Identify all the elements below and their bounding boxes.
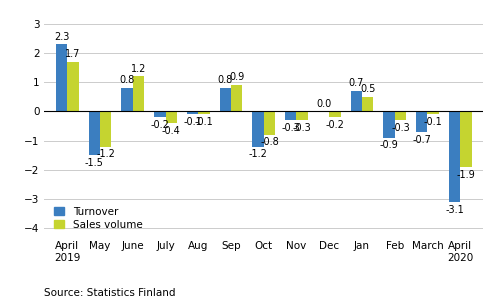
Bar (449, 112, 460, 202)
Bar (296, 112, 308, 120)
Text: 1.7: 1.7 (66, 49, 81, 59)
Bar (67, 62, 79, 112)
Text: 0.5: 0.5 (360, 84, 375, 94)
Bar (285, 112, 296, 120)
Text: 0.8: 0.8 (217, 75, 233, 85)
Text: -0.9: -0.9 (380, 140, 398, 150)
Text: 0.9: 0.9 (229, 72, 245, 82)
Bar (133, 76, 144, 112)
Text: 2.3: 2.3 (54, 32, 69, 42)
Text: 0.7: 0.7 (349, 78, 364, 88)
Bar (395, 112, 406, 120)
Bar (264, 112, 275, 135)
Bar (329, 112, 341, 117)
Bar (89, 112, 100, 155)
Text: -0.4: -0.4 (162, 126, 180, 136)
Text: -0.2: -0.2 (150, 120, 169, 130)
Text: -1.9: -1.9 (457, 170, 475, 180)
Bar (416, 112, 427, 132)
Text: -0.3: -0.3 (282, 123, 300, 133)
Text: 0.0: 0.0 (316, 99, 331, 109)
Bar (460, 112, 472, 167)
Legend: Turnover, Sales volume: Turnover, Sales volume (54, 206, 142, 230)
Text: -0.3: -0.3 (391, 123, 410, 133)
Bar (252, 112, 264, 147)
Bar (351, 91, 362, 112)
Bar (383, 112, 395, 138)
Bar (100, 112, 111, 147)
Bar (166, 112, 177, 123)
Text: -0.2: -0.2 (325, 120, 345, 130)
Text: Source: Statistics Finland: Source: Statistics Finland (44, 288, 176, 298)
Text: -1.5: -1.5 (85, 158, 104, 168)
Bar (56, 44, 67, 112)
Text: -0.8: -0.8 (260, 137, 279, 147)
Bar (231, 85, 243, 112)
Text: -0.7: -0.7 (412, 134, 431, 144)
Bar (187, 112, 198, 114)
Text: -3.1: -3.1 (445, 205, 464, 215)
Text: -0.1: -0.1 (183, 117, 202, 127)
Text: -1.2: -1.2 (248, 149, 268, 159)
Text: -0.1: -0.1 (424, 117, 443, 127)
Text: 0.8: 0.8 (119, 75, 135, 85)
Bar (198, 112, 210, 114)
Bar (121, 88, 133, 112)
Text: 1.2: 1.2 (131, 64, 146, 74)
Text: -0.1: -0.1 (195, 117, 213, 127)
Bar (427, 112, 439, 114)
Text: -0.3: -0.3 (293, 123, 312, 133)
Bar (362, 97, 374, 112)
Bar (219, 88, 231, 112)
Bar (154, 112, 166, 117)
Text: -1.2: -1.2 (96, 149, 115, 159)
